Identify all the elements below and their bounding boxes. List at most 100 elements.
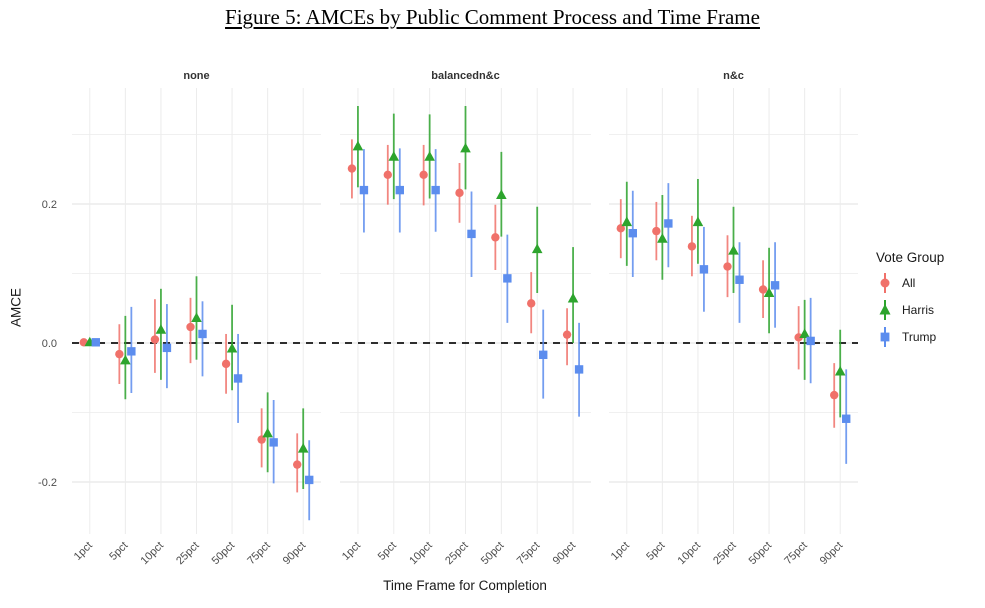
marker-all — [652, 226, 661, 236]
triangle-marker-icon — [879, 304, 891, 315]
marker-harris — [120, 354, 131, 365]
marker-trump — [574, 365, 584, 374]
marker-harris — [424, 151, 435, 161]
marker-trump — [127, 347, 136, 356]
x-tick-label: 90pct — [551, 540, 579, 568]
x-tick-label: 5pct — [376, 540, 399, 563]
x-tick-label: 25pct — [443, 540, 471, 568]
x-tick-label: 75pct — [245, 540, 273, 568]
marker-harris — [728, 244, 739, 255]
marker-trump — [269, 438, 278, 447]
marker-all — [527, 299, 536, 308]
marker-harris — [226, 342, 238, 353]
marker-harris — [657, 233, 668, 243]
marker-all — [491, 233, 500, 242]
marker-all — [186, 322, 195, 332]
marker-trump — [770, 281, 780, 290]
x-tick-label: 75pct — [515, 540, 543, 568]
marker-harris — [692, 216, 704, 227]
marker-all — [221, 359, 231, 369]
marker-harris — [460, 142, 471, 153]
marker-all — [419, 170, 428, 180]
figure-title: Figure 5: AMCEs by Public Comment Proces… — [225, 5, 760, 29]
y-axis-title: AMCE — [8, 288, 24, 328]
marker-harris — [352, 140, 364, 151]
marker-trump — [233, 374, 243, 383]
marker-harris — [155, 324, 167, 334]
marker-trump — [359, 185, 369, 195]
x-tick-label: 25pct — [711, 540, 739, 568]
marker-harris — [531, 243, 543, 254]
marker-trump — [305, 475, 314, 485]
legend-title: Vote Group — [876, 250, 945, 265]
marker-trump — [395, 185, 404, 195]
legend-item-trump: Trump — [876, 326, 944, 348]
marker-all — [723, 262, 732, 271]
x-tick-label: 25pct — [174, 540, 202, 568]
marker-all — [115, 349, 124, 359]
x-tick-label: 10pct — [139, 540, 167, 568]
facet-label: none — [183, 70, 209, 82]
marker-harris — [834, 365, 846, 376]
marker-trump — [198, 329, 207, 339]
legend: Vote Group All Harris Trump — [876, 250, 944, 353]
marker-harris — [262, 427, 273, 438]
marker-trump — [539, 350, 548, 360]
marker-all — [150, 335, 160, 344]
x-tick-label: 5pct — [644, 540, 667, 563]
x-tick-label: 50pct — [210, 540, 238, 568]
marker-trump — [431, 185, 440, 195]
x-tick-label: 90pct — [281, 540, 309, 568]
x-tick-label: 1pct — [340, 540, 363, 563]
marker-harris — [567, 292, 579, 303]
marker-all — [455, 188, 464, 198]
harris-pointrange-icon — [879, 300, 891, 320]
marker-trump — [806, 336, 815, 346]
x-tick-label: 75pct — [782, 540, 810, 568]
y-tick-label: 0.0 — [42, 338, 57, 350]
facet-label: balancedn&c — [431, 70, 499, 82]
facet-label: n&c — [723, 70, 744, 82]
marker-trump — [664, 219, 673, 228]
square-marker-icon — [880, 332, 890, 342]
marker-all — [830, 390, 839, 400]
legend-label-harris: Harris — [902, 303, 934, 317]
legend-label-all: All — [902, 276, 916, 290]
marker-harris — [191, 312, 202, 322]
x-tick-label: 50pct — [479, 540, 507, 568]
marker-harris — [763, 287, 775, 297]
circle-marker-icon — [880, 278, 890, 288]
marker-all — [257, 435, 266, 444]
marker-trump — [91, 338, 100, 347]
marker-trump — [699, 265, 709, 274]
y-tick-label: -0.2 — [38, 477, 57, 489]
marker-harris — [388, 151, 400, 161]
marker-trump — [735, 275, 744, 284]
marker-all — [293, 460, 302, 469]
marker-trump — [162, 343, 172, 353]
x-tick-label: 10pct — [407, 540, 435, 568]
legend-item-harris: Harris — [876, 299, 944, 321]
legend-item-all: All — [876, 272, 944, 294]
x-tick-label: 50pct — [747, 540, 775, 568]
marker-all — [794, 333, 803, 342]
x-tick-label: 10pct — [676, 540, 704, 568]
y-tick-label: 0.2 — [42, 199, 57, 211]
marker-all — [687, 242, 697, 251]
x-axis-title: Time Frame for Completion — [383, 578, 547, 593]
marker-harris — [799, 328, 810, 338]
marker-trump — [842, 414, 851, 423]
marker-all — [562, 330, 572, 339]
marker-harris — [297, 443, 309, 453]
marker-trump — [503, 274, 512, 283]
all-pointrange-icon — [880, 273, 890, 293]
marker-all — [347, 164, 357, 173]
marker-trump — [467, 229, 476, 239]
marker-all — [758, 285, 768, 294]
marker-all — [383, 170, 392, 180]
marker-harris — [496, 189, 507, 199]
marker-trump — [628, 228, 637, 238]
x-tick-label: 90pct — [818, 540, 846, 568]
